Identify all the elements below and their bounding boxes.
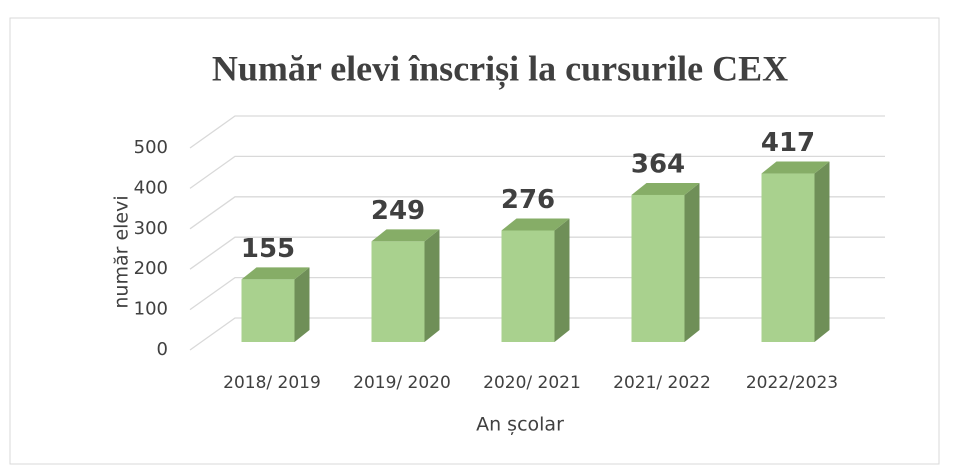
x-tick-label: 2019/ 2020 — [353, 373, 451, 393]
value-label: 276 — [501, 185, 555, 215]
value-label: 364 — [631, 149, 685, 179]
bar-side — [814, 161, 830, 342]
x-tick-label: 2022/2023 — [746, 373, 838, 393]
chart-title: Număr elevi înscriși la cursurile CEX — [212, 48, 788, 89]
bar — [631, 194, 685, 342]
bar-side — [424, 229, 440, 342]
bar-side — [684, 182, 700, 342]
x-tick-label: 2018/ 2019 — [223, 373, 321, 393]
grid-line — [189, 155, 885, 189]
y-tick-label: 0 — [157, 339, 168, 360]
y-tick-label: 300 — [134, 218, 168, 239]
bar-top — [761, 161, 830, 174]
x-tick-label: 2020/ 2021 — [483, 373, 581, 393]
bar-top — [501, 218, 570, 231]
x-tick-label: 2021/ 2022 — [613, 373, 711, 393]
value-label: 417 — [761, 128, 815, 158]
bar — [371, 241, 425, 342]
bar-side — [554, 218, 570, 342]
bar — [241, 279, 295, 342]
y-tick-label: 400 — [134, 177, 168, 198]
bar-top — [241, 267, 310, 280]
value-label: 249 — [371, 196, 425, 226]
bar-top — [631, 182, 700, 195]
bar-side — [294, 267, 310, 342]
y-tick-label: 500 — [134, 137, 168, 158]
bar-top — [371, 229, 440, 242]
y-axis-label: număr elevi — [111, 195, 133, 308]
grid-line — [189, 115, 885, 149]
y-tick-label: 200 — [134, 258, 168, 279]
value-label: 155 — [241, 234, 295, 264]
x-axis-label: An școlar — [476, 414, 564, 436]
bar — [761, 173, 815, 342]
bar — [501, 230, 555, 342]
y-tick-label: 100 — [134, 299, 168, 320]
